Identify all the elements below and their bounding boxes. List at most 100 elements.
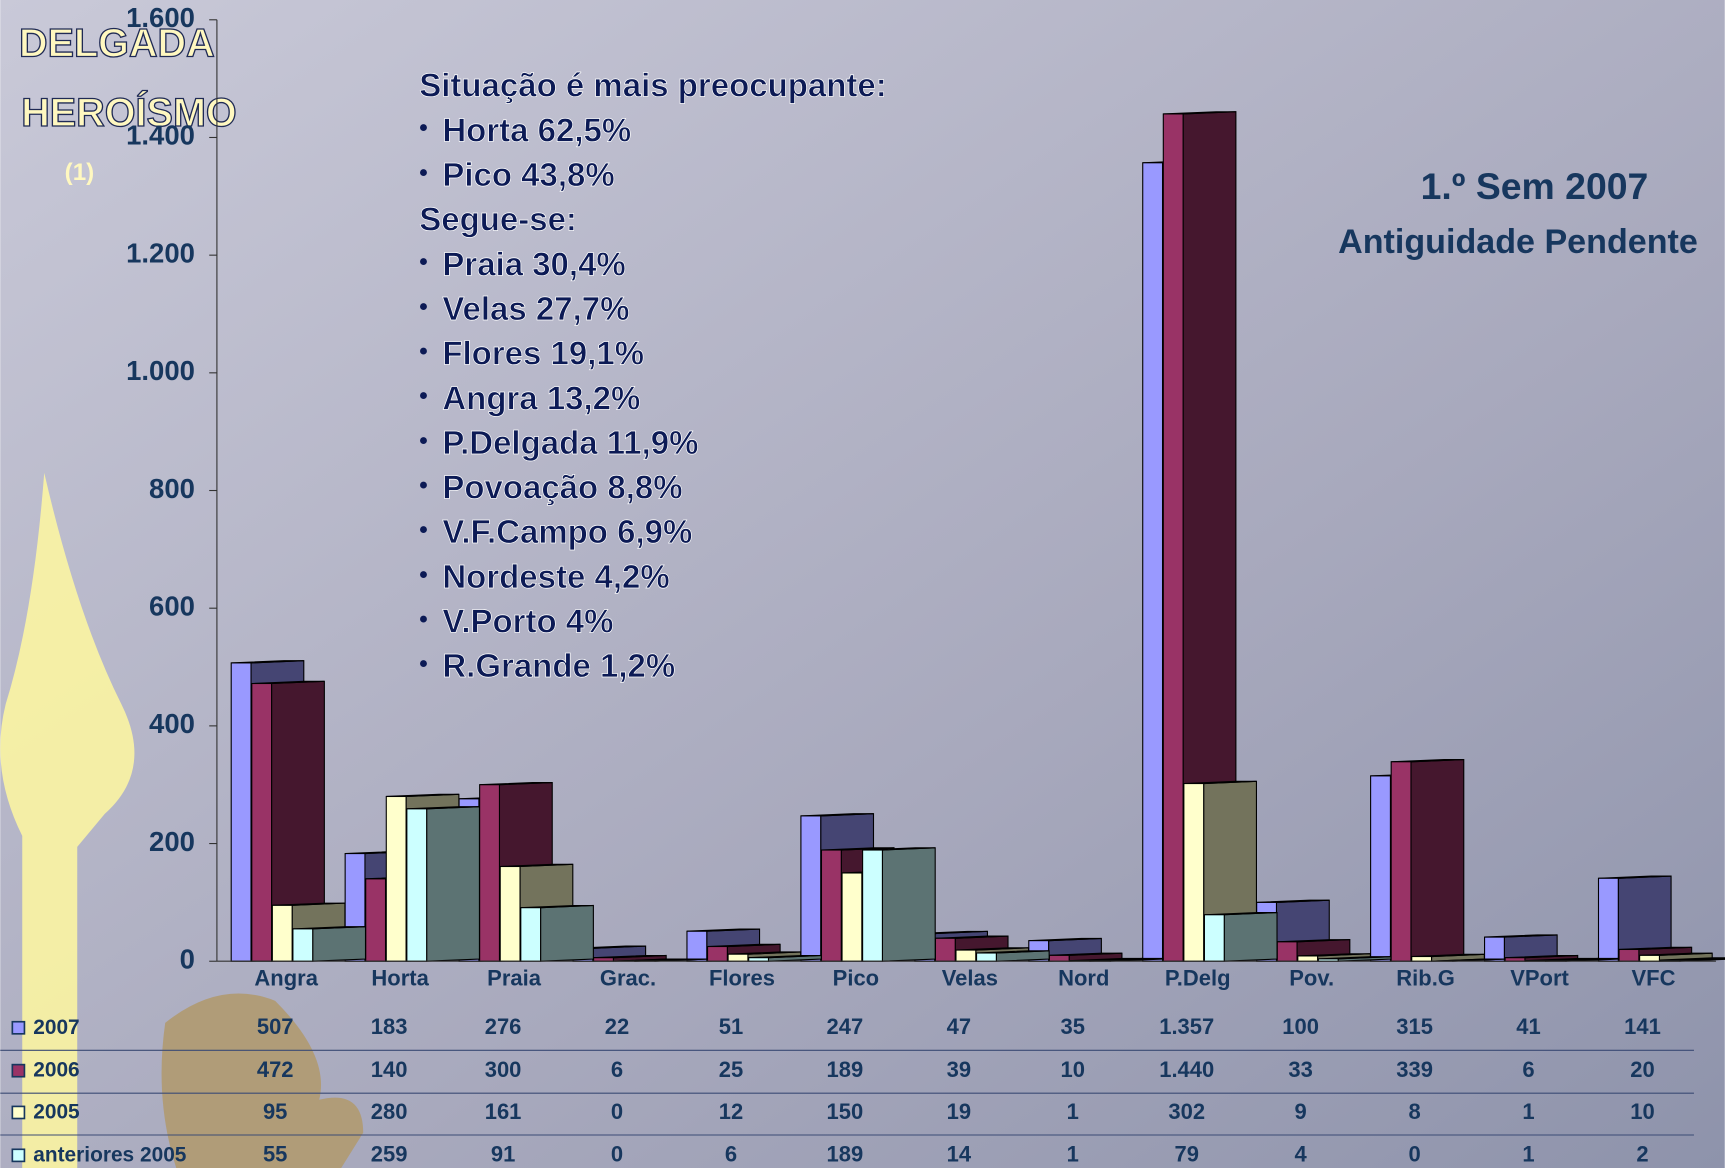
bullet: • [419, 606, 427, 633]
table-cell: 140 [371, 1057, 408, 1082]
bullet: • [419, 472, 427, 499]
y-tick-label: 1.200 [126, 237, 195, 268]
annotation-item: R.Grande 1,2% [442, 647, 675, 684]
annotation-item: P.Delgada 11,9% [442, 424, 698, 461]
legend-label: 2007 [33, 1016, 79, 1039]
bar [1411, 955, 1433, 962]
bar-side [540, 904, 594, 962]
table-cell: 100 [1282, 1014, 1319, 1039]
table-cell: 1 [1522, 1142, 1534, 1167]
table-cell: 22 [605, 1014, 629, 1039]
x-tick-label: VFC [1631, 966, 1675, 991]
bar [1484, 936, 1505, 962]
bar-side [881, 847, 936, 962]
bar-side [426, 806, 480, 962]
table-cell: 10 [1061, 1057, 1085, 1082]
bar-side [1410, 758, 1465, 962]
table-cell: 91 [491, 1142, 515, 1167]
table-cell: 6 [1522, 1057, 1534, 1082]
table-cell: 1.357 [1159, 1014, 1214, 1039]
y-tick-label: 600 [149, 590, 195, 621]
bar [1297, 955, 1319, 962]
bar [934, 937, 956, 962]
bullet: • [419, 159, 427, 186]
table-cell: 259 [371, 1142, 408, 1167]
table-cell: 472 [257, 1057, 294, 1082]
bar [292, 928, 314, 962]
x-tick-label: Pov. [1289, 966, 1334, 991]
table-cell: 302 [1168, 1099, 1205, 1124]
bar [520, 907, 542, 962]
table-cell: 19 [947, 1099, 971, 1124]
bar [686, 930, 708, 962]
chart-title: 1.º Sem 2007 [1421, 165, 1649, 207]
annotation-item: Praia 30,4% [442, 245, 625, 282]
bar [230, 662, 252, 962]
bullet: • [419, 338, 427, 365]
legend-swatch [11, 1020, 26, 1035]
annotation-item: Angra 13,2% [442, 379, 640, 416]
x-tick-label: Praia [487, 966, 542, 991]
annotation-item: Pico 43,8% [442, 156, 614, 193]
table-cell: 2 [1636, 1142, 1648, 1167]
table-cell: 1 [1067, 1142, 1079, 1167]
x-tick-label: Grac. [600, 966, 656, 991]
table-cell: 183 [371, 1014, 408, 1039]
x-tick-label: Rib.G [1396, 966, 1455, 991]
bar-side [1223, 911, 1278, 962]
table-cell: 189 [827, 1057, 864, 1082]
bar [1203, 914, 1225, 962]
bar [271, 904, 293, 962]
annotation-item: Povoação 8,8% [442, 469, 682, 506]
bar [727, 953, 749, 962]
x-tick-label: VPort [1510, 966, 1569, 991]
table-cell: 35 [1061, 1014, 1085, 1039]
bar [1183, 782, 1205, 962]
legend-label: anteriores 2005 [33, 1143, 187, 1166]
annotation-item: Nordeste 4,2% [442, 558, 669, 595]
legend-label: 2006 [33, 1059, 79, 1082]
x-tick-label: Nord [1058, 966, 1109, 991]
x-tick-label: Flores [709, 966, 775, 991]
left-title: DELGADA [19, 22, 215, 66]
table-cell: 39 [947, 1057, 971, 1082]
table-cell: 247 [827, 1014, 864, 1039]
bullet: • [419, 651, 427, 678]
table-cell: 300 [485, 1057, 522, 1082]
table-cell: 1 [1522, 1099, 1534, 1124]
bar [499, 865, 521, 962]
bar [479, 784, 501, 962]
x-tick-label: Horta [371, 966, 429, 991]
table-cell: 33 [1288, 1057, 1312, 1082]
table-cell: 339 [1396, 1057, 1433, 1082]
table-cell: 315 [1396, 1014, 1433, 1039]
annotation-item: Velas 27,7% [442, 290, 629, 327]
y-tick-label: 800 [149, 473, 195, 504]
left-note: (1) [65, 159, 95, 186]
bullet: • [419, 115, 427, 142]
bar [1639, 954, 1660, 962]
table-cell: 95 [263, 1099, 287, 1124]
table-cell: 51 [719, 1014, 743, 1039]
bar [706, 945, 728, 962]
table-cell: 55 [263, 1142, 287, 1167]
table-cell: 0 [611, 1142, 623, 1167]
table-cell: 1 [1067, 1099, 1079, 1124]
annotation-item: Flores 19,1% [442, 335, 644, 372]
chart-title: Antiguidade Pendente [1338, 223, 1698, 261]
bar [1142, 162, 1164, 962]
x-tick-label: Angra [254, 966, 318, 991]
table-cell: 8 [1408, 1099, 1420, 1124]
table-cell: 9 [1295, 1099, 1307, 1124]
bar [1597, 877, 1619, 962]
bar [841, 872, 863, 962]
bar [365, 878, 387, 962]
table-cell: 20 [1630, 1057, 1654, 1082]
decor-arrow [0, 472, 135, 1168]
table-cell: 0 [1408, 1142, 1420, 1167]
legend-swatch [11, 1148, 26, 1163]
bar [1048, 954, 1070, 962]
y-tick-label: 200 [149, 826, 195, 857]
